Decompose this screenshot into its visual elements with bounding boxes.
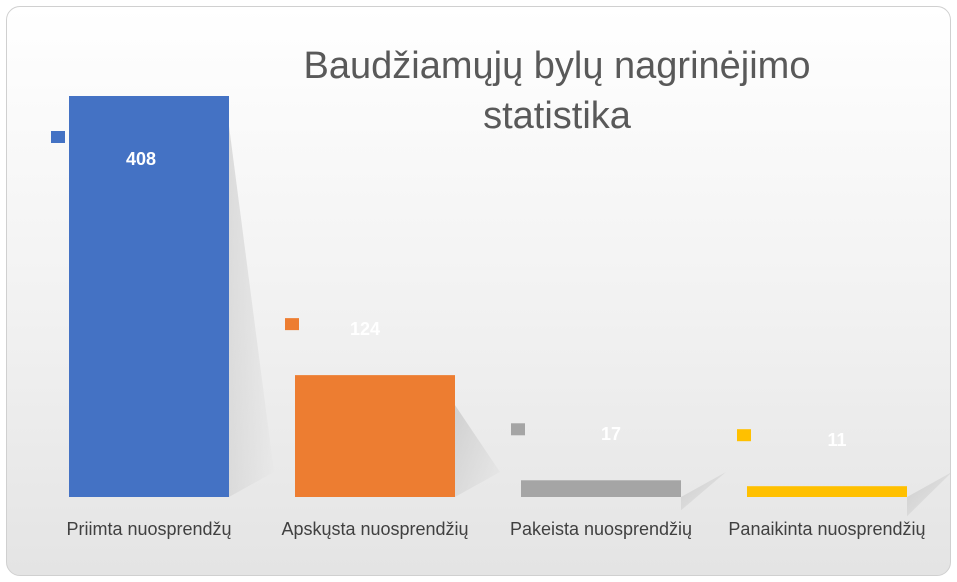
bar [295,375,455,497]
label-marker [511,423,525,436]
bar [747,486,907,497]
bar-shadow [907,473,950,517]
label-marker [51,131,65,143]
value-label: 17 [601,424,621,444]
x-tick-label: Apskųsta nuosprendžių [281,519,469,539]
x-tick-label: Priimta nuosprendžų [66,519,232,539]
bar [69,96,229,497]
x-tick-label: Pakeista nuosprendžių [509,519,693,539]
x-tick-label: Panaikinta nuosprendžių [728,519,926,539]
chart-frame: 408 124 17 11 Baudžiamųjų bylų nagrinėjimo … [6,6,951,576]
bar-shadow [229,126,274,497]
label-marker [737,429,751,442]
bar [521,480,681,497]
value-label: 124 [350,319,380,339]
bar-shadow [455,405,500,497]
chart: 408 124 17 11 [51,96,950,517]
value-label: 11 [827,430,846,450]
chart-title: Baudžiamųjų bylų nagrinėjimo statistika [303,45,811,137]
label-marker [285,318,299,331]
value-label: 408 [126,149,156,169]
bar-shadow [681,472,726,511]
